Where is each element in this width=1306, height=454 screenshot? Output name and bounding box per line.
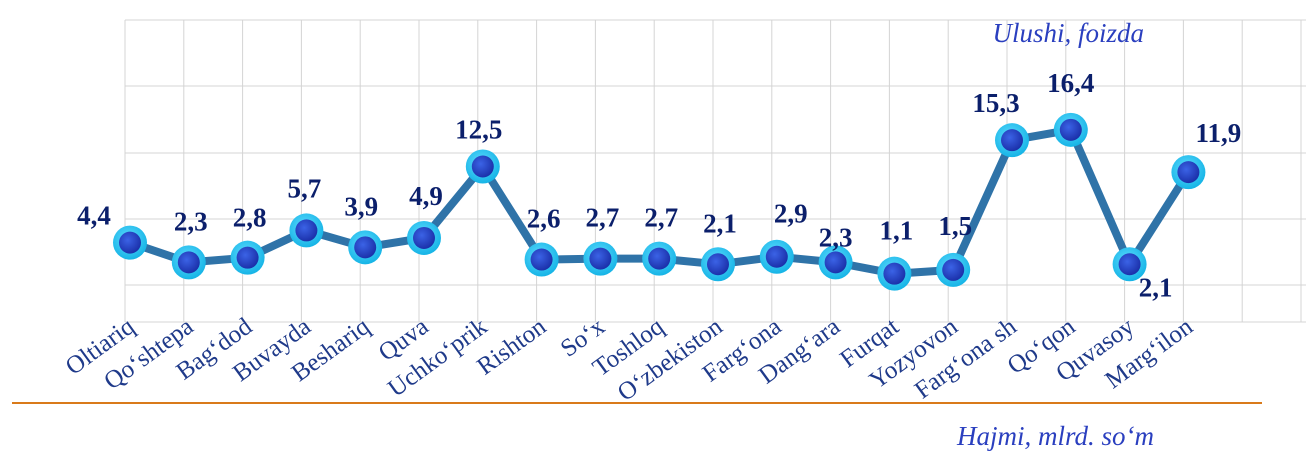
data-point <box>354 236 377 259</box>
data-point <box>1177 161 1200 184</box>
data-point <box>765 245 788 268</box>
data-label: 4,9 <box>409 181 443 211</box>
data-points <box>113 112 1206 291</box>
data-point <box>1001 129 1023 152</box>
data-point <box>824 251 847 274</box>
data-label: 2,1 <box>1139 272 1173 302</box>
data-point <box>883 262 906 285</box>
data-point <box>1059 118 1082 141</box>
data-point <box>295 219 318 242</box>
data-label: 3,9 <box>344 191 378 221</box>
data-point <box>471 155 494 178</box>
data-point <box>177 251 200 274</box>
data-label: 15,3 <box>972 88 1019 118</box>
data-point <box>648 247 671 270</box>
data-label: 2,1 <box>703 208 737 238</box>
data-point <box>942 258 965 281</box>
x-tick-label: Rishton <box>472 313 551 381</box>
legend-top-label: Ulushi, foizda <box>992 18 1144 48</box>
data-label: 2,6 <box>527 204 561 234</box>
data-label: 1,5 <box>938 211 972 241</box>
data-point <box>589 247 612 270</box>
data-label: 16,4 <box>1047 68 1094 98</box>
data-point <box>1118 253 1141 276</box>
legend-bottom-label: Hajmi, mlrd. so‘m <box>956 421 1154 451</box>
data-label: 11,9 <box>1196 118 1242 148</box>
data-point <box>236 246 259 269</box>
data-point <box>707 253 729 276</box>
data-label: 2,7 <box>644 203 678 233</box>
data-point <box>530 248 553 271</box>
data-label: 2,3 <box>819 222 853 252</box>
data-label: 4,4 <box>77 201 111 231</box>
data-label: 2,8 <box>233 203 267 233</box>
data-point <box>119 231 141 254</box>
data-label: 2,3 <box>174 206 208 236</box>
data-label: 2,9 <box>774 199 808 229</box>
data-point <box>413 226 435 249</box>
data-label: 1,1 <box>880 216 914 246</box>
data-labels: 4,4 2,3 2,8 5,7 3,9 4,9 12,5 2,6 2,7 2,7 2,1 2,9 2,3… <box>77 68 1241 302</box>
data-label: 2,7 <box>586 203 620 233</box>
data-label: 5,7 <box>288 173 322 203</box>
data-label: 12,5 <box>455 115 502 145</box>
